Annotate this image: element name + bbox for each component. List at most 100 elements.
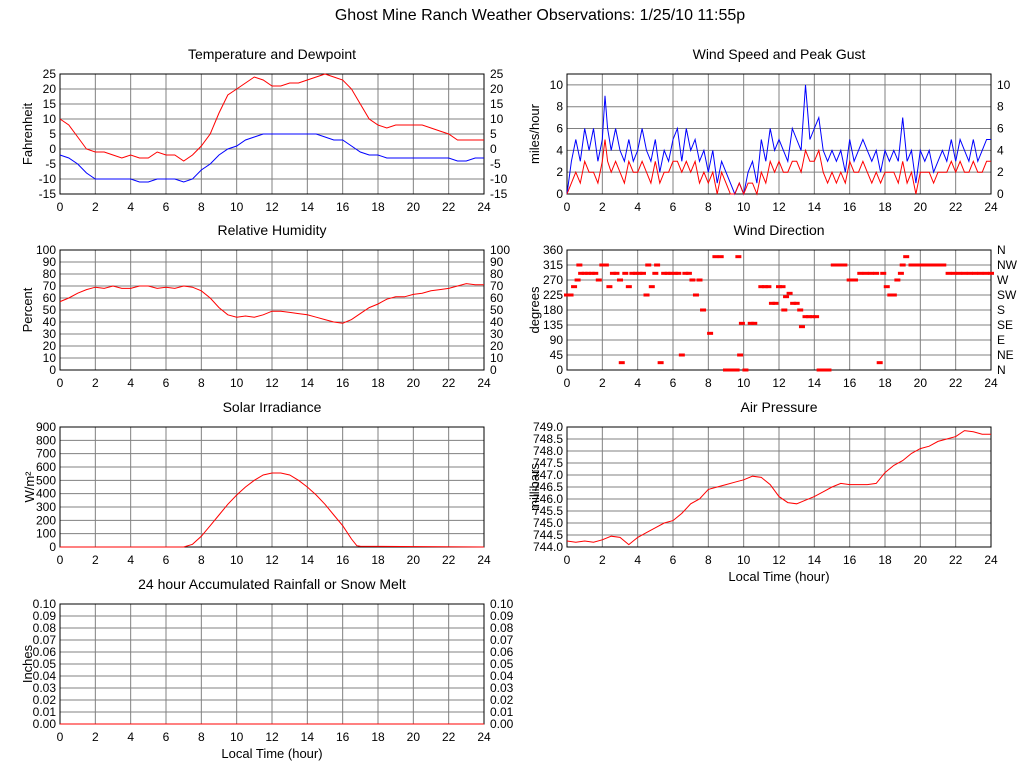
x-tick-label: 16 [843, 553, 857, 567]
x-tick-label: 16 [336, 200, 350, 214]
direction-point [730, 368, 737, 372]
y-tick-label: 315 [543, 258, 563, 272]
direction-point [599, 263, 606, 267]
direction-point [678, 353, 685, 357]
plot-frame [59, 426, 485, 548]
y-tick-label: 746.5 [533, 480, 563, 494]
direction-point [977, 271, 984, 275]
right-tick-label: 0 [490, 363, 497, 377]
direction-point [606, 285, 613, 289]
x-tick-label: 20 [407, 376, 421, 390]
y-tick-label: 744.0 [533, 540, 563, 554]
direction-point [857, 271, 864, 275]
right-tick-label: 0.00 [490, 717, 514, 731]
right-tick-label: 90 [490, 255, 504, 269]
x-tick-label: 14 [301, 730, 315, 744]
direction-point [903, 255, 910, 259]
direction-point [913, 263, 920, 267]
x-tick-label: 18 [371, 730, 385, 744]
x-tick-label: 6 [163, 200, 170, 214]
y-tick-label: 90 [550, 333, 564, 347]
x-tick-label: 16 [843, 200, 857, 214]
x-tick-label: 22 [949, 200, 963, 214]
direction-point [726, 368, 733, 372]
right-tick-label: 70 [490, 279, 504, 293]
y-tick-label: 10 [550, 78, 564, 92]
x-tick-label: 4 [127, 376, 134, 390]
right-tick-label: SE [997, 318, 1013, 332]
direction-point [602, 263, 609, 267]
direction-point [761, 285, 768, 289]
y-tick-label: 0.07 [33, 633, 57, 647]
y-tick-label: 748.5 [533, 432, 563, 446]
x-tick-label: 12 [265, 730, 279, 744]
y-tick-label: 900 [36, 420, 56, 434]
y-tick-label: 45 [550, 348, 564, 362]
right-tick-label: 4 [997, 143, 1004, 157]
direction-point [781, 308, 788, 312]
direction-point [841, 263, 848, 267]
right-tick-label: S [997, 303, 1005, 317]
direction-point [648, 285, 655, 289]
x-tick-label: 20 [914, 376, 928, 390]
direction-point [806, 315, 813, 319]
direction-point [654, 263, 661, 267]
direction-point [723, 368, 729, 372]
y-tick-label: 0.01 [33, 705, 57, 719]
right-tick-label: 25 [490, 67, 504, 81]
y-tick-label: 500 [36, 473, 56, 487]
direction-point [793, 301, 800, 305]
x-tick-label: 8 [198, 200, 205, 214]
direction-point [685, 271, 692, 275]
y-tick-label: 700 [36, 447, 56, 461]
direction-point [783, 295, 790, 299]
direction-point [982, 271, 989, 275]
y-tick-label: 0 [49, 540, 56, 554]
y-axis-label: Inches [20, 644, 35, 683]
direction-point [578, 271, 585, 275]
direction-point [564, 293, 570, 297]
y-tick-label: 200 [36, 513, 56, 527]
direction-point [851, 278, 858, 282]
y-tick-label: 300 [36, 500, 56, 514]
x-tick-label: 2 [599, 376, 606, 390]
x-tick-label: 24 [477, 730, 491, 744]
direction-point [664, 271, 671, 275]
y-tick-label: 745.0 [533, 516, 563, 530]
chart-title: 24 hour Accumulated Rainfall or Snow Mel… [138, 576, 406, 592]
y-tick-label: 0.04 [33, 669, 57, 683]
direction-point [645, 263, 652, 267]
y-tick-label: 744.5 [533, 528, 563, 542]
y-tick-label: 747.5 [533, 456, 563, 470]
direction-point [668, 271, 675, 275]
y-tick-label: 40 [43, 315, 57, 329]
y-tick-label: 749.0 [533, 420, 563, 434]
direction-point [830, 263, 837, 267]
right-tick-label: 0.03 [490, 681, 514, 695]
y-tick-label: 0.06 [33, 645, 57, 659]
direction-point [737, 353, 744, 357]
right-tick-label: NE [997, 348, 1014, 362]
right-tick-label: SW [997, 288, 1017, 302]
x-tick-label: 24 [984, 200, 998, 214]
right-tick-label: 0.06 [490, 645, 514, 659]
right-tick-label: -10 [490, 172, 508, 186]
x-tick-label: 14 [808, 376, 822, 390]
direction-point [988, 271, 994, 275]
x-tick-label: 4 [127, 730, 134, 744]
x-tick-label: 12 [772, 200, 786, 214]
x-axis-label: Local Time (hour) [221, 746, 322, 761]
direction-point [772, 301, 779, 305]
direction-point [629, 271, 636, 275]
right-tick-label: N [997, 243, 1006, 257]
x-axis-label: Local Time (hour) [728, 569, 829, 584]
direction-point [636, 271, 643, 275]
direction-point [919, 263, 926, 267]
direction-point [908, 263, 915, 267]
direction-point [622, 271, 629, 275]
right-tick-label: 20 [490, 339, 504, 353]
direction-point [592, 271, 599, 275]
direction-point [945, 271, 952, 275]
